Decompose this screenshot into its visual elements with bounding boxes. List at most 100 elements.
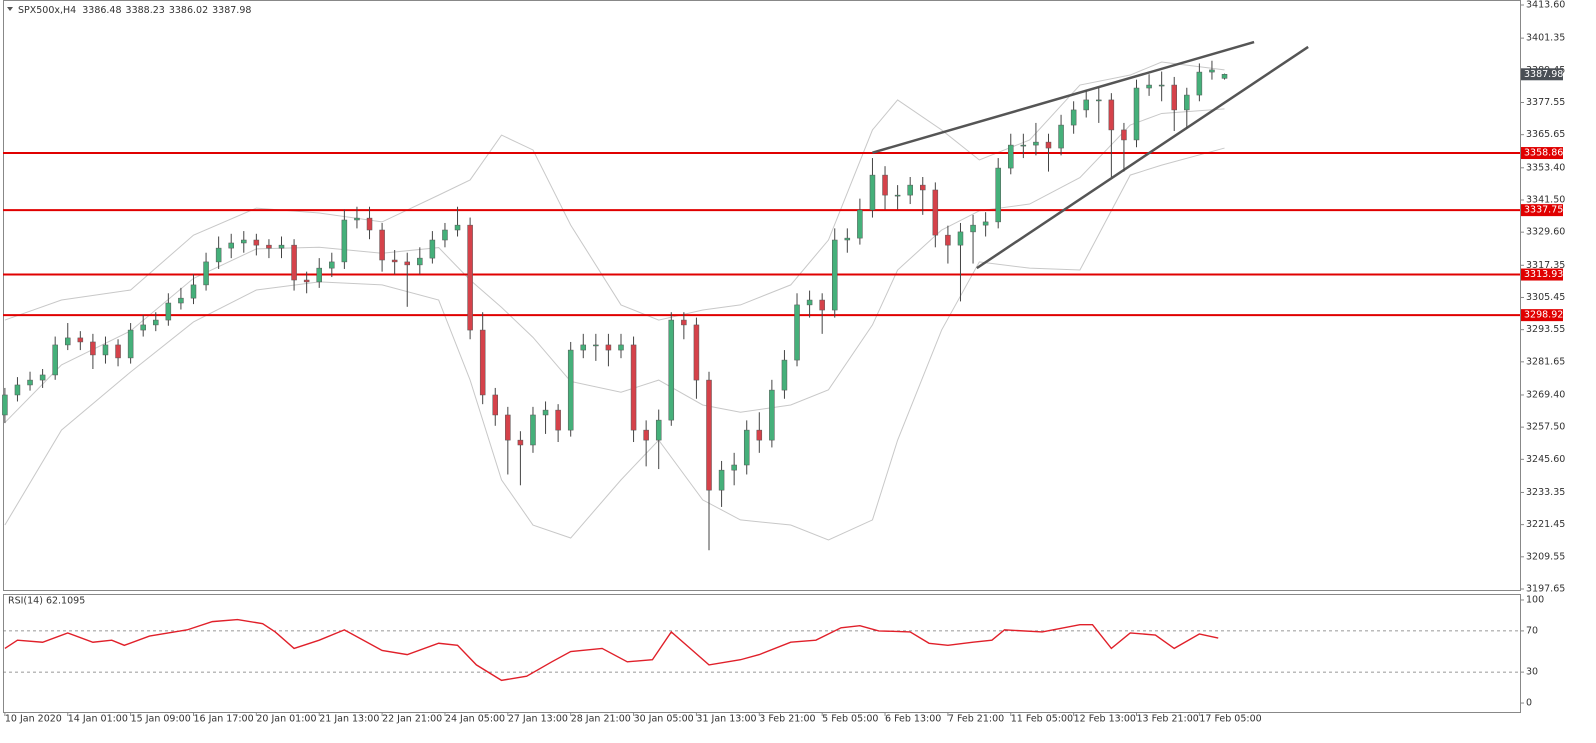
candle-body [1184,94,1190,111]
candle-body [354,217,360,221]
y-tick-label: 3377.55 [1526,97,1565,108]
x-tick-label: 10 Jan 2020 [5,714,62,725]
x-tick-label: 31 Jan 13:00 [696,714,756,725]
candle-body [907,184,913,196]
level-label: 3298.92 [1524,310,1563,321]
candle-body [970,224,976,233]
candle-body [555,409,561,431]
candle-body [266,244,272,249]
candle-body [1221,74,1228,79]
candle-body [215,247,222,263]
y-tick-label: 3329.60 [1526,227,1565,238]
candle-body [794,304,800,361]
x-tick-label: 16 Jan 17:00 [193,714,253,725]
candle-body [1196,71,1203,96]
candle-body [706,379,712,491]
level-tag [1521,309,1563,322]
symbol: SPX500x,H4 [18,5,76,16]
y-tick-label: 100 [1526,594,1544,605]
candle-body [743,429,750,466]
x-tick-label: 14 Jan 01:00 [68,714,128,725]
x-tick-label: 30 Jan 05:00 [634,714,694,725]
trend-line [872,40,1255,154]
y-tick-label: 3341.50 [1526,194,1565,205]
candle-body [567,349,574,431]
candle-body [957,231,964,246]
candle-body [894,194,901,197]
y-tick-label: 3281.65 [1526,356,1565,367]
candle-body [65,337,71,346]
candle-body [882,174,888,196]
candle-body [77,337,84,343]
candle-body [253,239,260,246]
x-tick-label: 21 Jan 13:00 [319,714,379,725]
candle-body [806,299,813,306]
candle-body [291,244,297,281]
candle-body [618,344,624,351]
main-plot-frame [3,0,1521,591]
level-label: 3337.75 [1524,205,1563,216]
y-tick-label: 0 [1526,698,1532,709]
candle-body [530,414,536,446]
candle-body [316,267,322,283]
level-label: 3358.86 [1524,148,1563,159]
candle-body [467,224,473,331]
y-tick-label: 3293.55 [1526,324,1565,335]
candle-body [153,319,159,326]
candle-body [115,344,121,359]
candle-body [857,209,863,239]
candle-body [718,469,725,491]
candle-body [303,279,310,283]
x-tick-label: 28 Jan 21:00 [571,714,631,725]
candle-body [278,244,285,249]
candle-body [580,344,587,351]
candle-body [693,324,700,381]
rsi-plot-frame [3,594,1521,713]
y-tick-label: 3221.45 [1526,519,1565,530]
candle-body [593,344,599,347]
candle-body [1045,141,1052,149]
x-tick-label: 11 Feb 05:00 [1011,714,1073,725]
low-value: 3386.02 [169,5,208,16]
candle-body [1146,84,1152,89]
candle-body [1133,87,1140,141]
candle-body [203,261,209,286]
y-tick-label: 3245.60 [1526,454,1565,465]
candle-body [945,234,951,246]
candle-body [605,344,612,351]
candle-body [165,302,172,321]
candle-body [190,284,197,299]
candle-body [102,344,109,356]
rsi-line [4,618,1219,682]
high-value: 3388.23 [126,5,165,16]
candle-body [140,324,146,331]
candle-body [1083,99,1089,111]
collapse-icon [7,7,13,11]
level-tag [1521,204,1563,217]
x-tick-label: 22 Jan 21:00 [382,714,442,725]
level-label: 3313.93 [1524,269,1563,280]
x-tick-label: 20 Jan 01:00 [256,714,316,725]
candle-body [404,261,410,266]
x-tick-label: 13 Feb 21:00 [1137,714,1199,725]
candle-body [831,239,838,311]
candle-body [39,374,46,381]
y-tick-label: 3353.40 [1526,162,1565,173]
candle-body [1209,69,1215,73]
level-tag [1521,268,1563,281]
y-tick-label: 3269.40 [1526,389,1565,400]
candle-body [228,242,234,249]
candle-body [668,319,675,421]
candle-body [178,297,184,304]
candle-body [492,394,499,416]
bollinger-middle [4,108,1225,423]
candle-body [417,257,423,266]
candle-body [869,174,876,211]
candle-body [454,224,461,231]
candle-body [329,261,335,269]
candle-body [27,379,33,386]
candle-body [542,409,549,416]
candle-body [2,394,8,416]
trend-line [976,45,1309,270]
candle-body [366,217,373,231]
